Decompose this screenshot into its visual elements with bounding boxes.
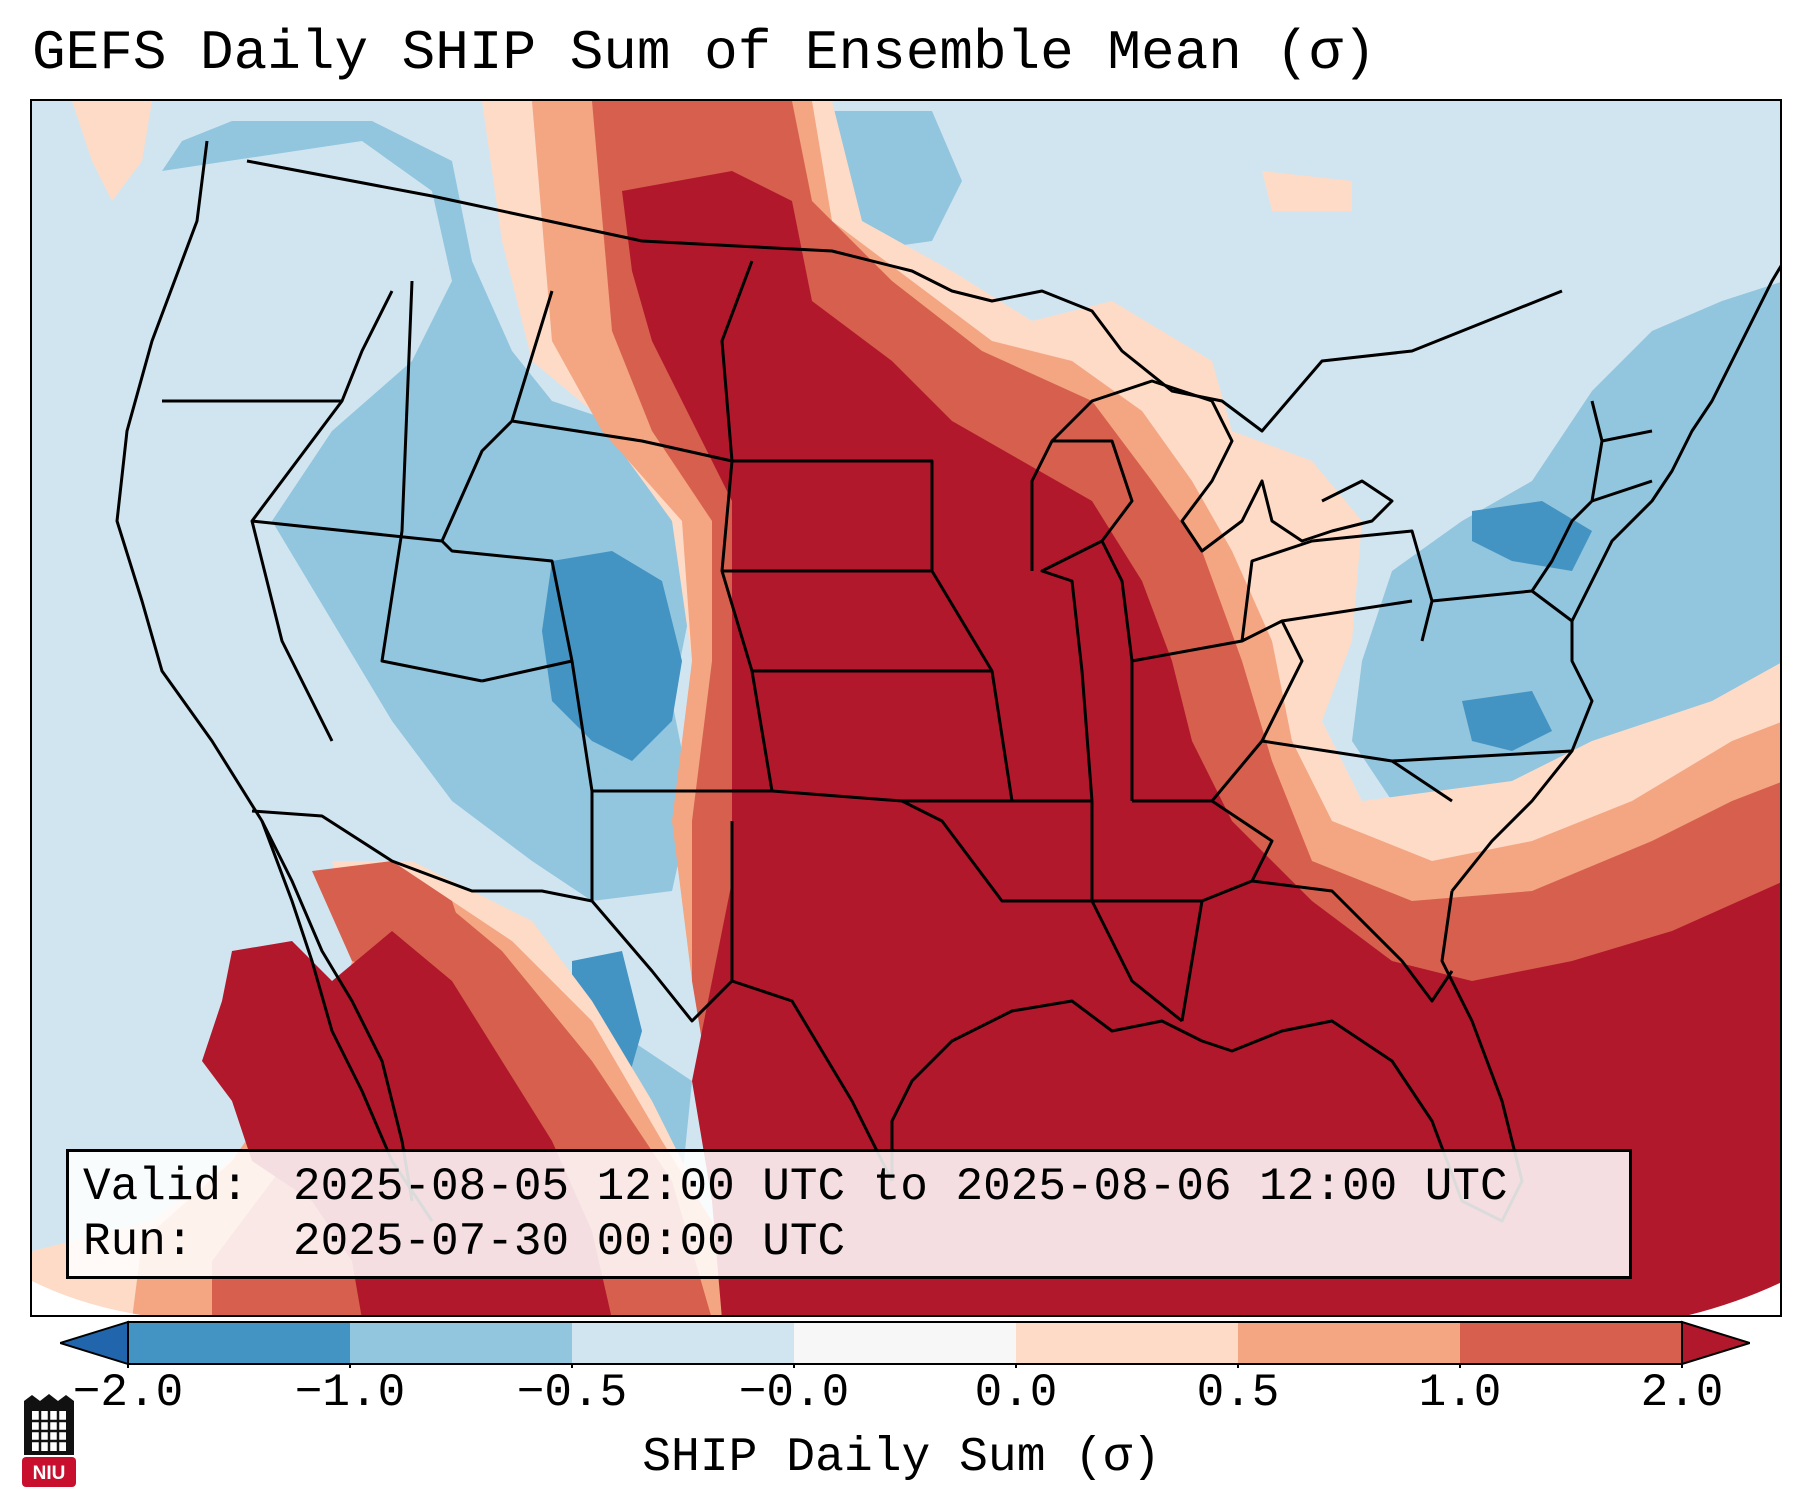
projection-edge-left (32, 1281, 142, 1315)
coast-pacific (115, 140, 414, 1202)
colorbar-segment (350, 1322, 573, 1364)
colorbar-segment (1016, 1322, 1239, 1364)
field-pos-extreme (622, 171, 1780, 1315)
colorbar-segment (1460, 1322, 1683, 1364)
colorbar-tick-label: 0.5 (1196, 1367, 1280, 1419)
boundaries (115, 140, 1780, 1223)
colorbar-outline (127, 1321, 1683, 1365)
colorbar-tick-label: 2.0 (1640, 1367, 1724, 1419)
valid-value: 2025-08-05 12:00 UTC to 2025-08-06 12:00… (293, 1161, 1508, 1213)
valid-line: Valid: 2025-08-05 12:00 UTC to 2025-08-06… (83, 1160, 1629, 1215)
colorbar-tick-label: −2.0 (72, 1367, 184, 1419)
field-pos-weak-pacific (72, 101, 152, 201)
projection-edge-right (1689, 1282, 1780, 1315)
logo-badge (22, 1457, 76, 1487)
colorbar-tick-label: −0.0 (738, 1367, 850, 1419)
colorbar-tick-label: −0.5 (516, 1367, 628, 1419)
great-lakes (1050, 379, 1394, 553)
chart-title: GEFS Daily SHIP Sum of Ensemble Mean (σ) (32, 21, 1377, 85)
colorbar-segments (60, 1320, 1750, 1366)
colorbar-segment (1238, 1322, 1461, 1364)
map-panel (30, 99, 1782, 1317)
colorbar-tick-label: −1.0 (294, 1367, 406, 1419)
logo-grid (32, 1411, 66, 1451)
info-box: Valid: 2025-08-05 12:00 UTC to 2025-08-06… (66, 1149, 1632, 1279)
border-us-mexico (251, 809, 894, 1182)
niu-logo: NIU (22, 1394, 76, 1487)
colorbar-extend-high (1681, 1320, 1750, 1366)
colorbar-title: SHIP Daily Sum (σ) (642, 1431, 1161, 1485)
run-label: Run: (83, 1216, 194, 1268)
colorbar-tick-label: 1.0 (1418, 1367, 1502, 1419)
field-neg-strong-utah-co (542, 551, 682, 761)
coast-atlantic (1450, 264, 1780, 892)
run-value: 2025-07-30 00:00 UTC (293, 1216, 846, 1268)
run-line: Run: 2025-07-30 00:00 UTC (83, 1215, 1629, 1270)
state-lines (162, 260, 1653, 1023)
colorbar (60, 1320, 1750, 1368)
field-neg-strong-nc (1462, 691, 1552, 751)
colorbar-segment (794, 1322, 1017, 1364)
border-us-canada (246, 159, 1563, 433)
colorbar-segment (572, 1322, 795, 1364)
field-pos-weak-hudson (1262, 171, 1352, 211)
field-neg-strong-ne (1472, 501, 1592, 571)
anomaly-map (32, 101, 1780, 1315)
colorbar-extend-low (60, 1320, 129, 1366)
field-pos-strong-sw (312, 861, 472, 981)
logo-text: NIU (33, 1463, 66, 1484)
colorbar-tick-label: 0.0 (974, 1367, 1058, 1419)
colorbar-segment (128, 1322, 351, 1364)
colorbar-ticks (127, 1364, 1683, 1368)
coast-gulf (890, 890, 1524, 1223)
valid-label: Valid: (83, 1161, 249, 1213)
